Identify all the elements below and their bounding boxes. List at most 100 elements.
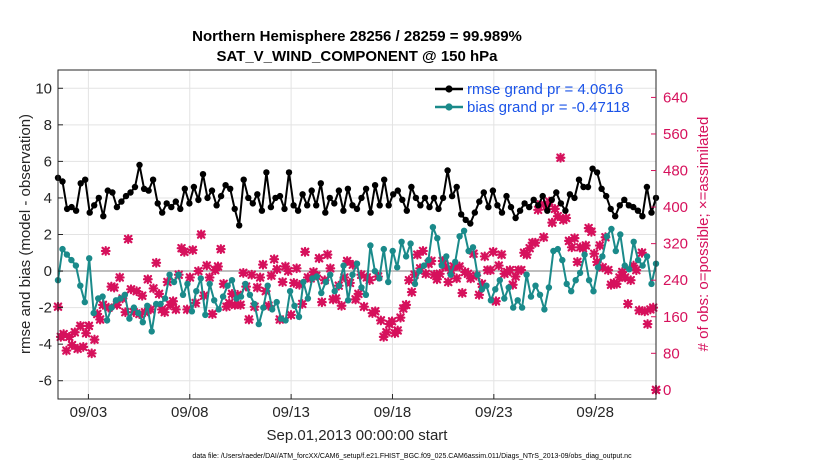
rmse-point — [584, 183, 592, 191]
assimilated-point — [479, 251, 490, 262]
assimilated-point — [89, 334, 100, 345]
assimilated-point — [294, 279, 305, 290]
bias-point — [135, 309, 142, 317]
bias-point — [295, 313, 303, 320]
rmse-point — [109, 189, 116, 196]
assimilated-point — [611, 278, 622, 289]
bias-point — [246, 291, 254, 298]
assimilated-point — [516, 265, 527, 276]
rmse-point — [267, 203, 275, 211]
rmse-point — [145, 187, 152, 194]
assimilated-point — [549, 203, 560, 214]
assimilated-point — [488, 246, 499, 257]
assimilated-point — [322, 249, 333, 260]
rmse-point — [367, 209, 374, 216]
y-tick-label: 6 — [44, 153, 52, 170]
assimilated-point — [342, 256, 353, 266]
bias-point — [313, 273, 320, 280]
assimilated-point — [336, 300, 347, 311]
rmse-point — [299, 191, 306, 198]
assimilated-point — [631, 265, 642, 276]
assimilated-point — [443, 277, 454, 287]
bias-point — [103, 317, 111, 324]
assimilated-point — [128, 307, 139, 318]
bias-point — [157, 300, 164, 308]
assimilated-point — [215, 244, 226, 255]
legend-bias-label: bias grand pr = -0.47118 — [467, 99, 630, 116]
assimilated-point — [69, 327, 80, 338]
rmse-point — [281, 205, 288, 213]
bias-point — [594, 264, 602, 271]
assimilated-point — [592, 256, 602, 267]
assimilated-point — [538, 232, 549, 243]
rmse-point — [276, 192, 284, 200]
rmse-point — [607, 205, 614, 213]
assimilated-point — [120, 307, 131, 318]
bias-point — [206, 280, 213, 288]
rmse-point — [118, 198, 125, 205]
legend-bias-marker — [445, 103, 453, 111]
rmse-point — [408, 183, 415, 191]
rmse-point — [77, 180, 84, 187]
bias-point — [456, 233, 463, 240]
y2-axis-ticks: 0 80 160 240 320 400 480 560 640 — [651, 89, 688, 399]
bias-point — [599, 253, 606, 260]
assimilated-point — [207, 309, 218, 319]
bias-point — [224, 282, 231, 289]
rmse-point — [149, 176, 157, 183]
assimilated-point — [364, 275, 375, 286]
assimilated-point — [229, 299, 240, 310]
y-tick-label: -6 — [39, 373, 52, 390]
rmse-point — [557, 200, 565, 207]
assimilated-point — [642, 319, 653, 330]
assimilated-point — [566, 242, 577, 253]
assimilated-point — [412, 249, 423, 260]
assimilated-point — [406, 287, 417, 298]
rmse-point — [376, 202, 383, 209]
bias-point — [179, 291, 187, 298]
bias-point — [434, 235, 441, 242]
rmse-point — [480, 189, 487, 196]
y-axis-label: rmse and bias (model - observation) — [17, 114, 34, 354]
rmse-point — [385, 202, 392, 209]
assimilated-point — [269, 254, 280, 265]
rmse-point — [639, 213, 646, 220]
rmse-point — [231, 205, 238, 213]
y2-tick-label: 640 — [663, 89, 688, 106]
rmse-point — [467, 220, 474, 227]
bias-point — [371, 267, 379, 275]
rmse-point — [494, 202, 501, 209]
rmse-point — [254, 191, 261, 198]
bias-point — [184, 280, 191, 288]
x-axis-ticks: 09/03 09/08 09/13 09/18 09/23 09/28 — [70, 394, 614, 421]
rmse-point — [589, 165, 596, 172]
bias-point — [590, 288, 597, 295]
bias-point — [318, 289, 325, 297]
y-tick-label: 0 — [44, 263, 52, 280]
rmse-point — [340, 207, 347, 214]
assimilated-point — [457, 288, 468, 298]
rmse-point — [72, 207, 80, 214]
bias-point — [523, 271, 530, 278]
rmse-point — [353, 205, 361, 213]
assimilated-point — [462, 268, 473, 279]
assimilated-point — [224, 298, 235, 308]
rmse-point — [421, 194, 429, 202]
rmse-point — [489, 187, 497, 194]
assimilated-point — [67, 340, 77, 351]
bias-point — [510, 304, 517, 311]
x-tick-label: 09/23 — [475, 404, 513, 421]
y2-tick-label: 400 — [663, 199, 688, 216]
rmse-point — [217, 192, 225, 200]
bias-point — [608, 225, 615, 233]
rmse-point — [317, 180, 324, 187]
bias-point — [626, 266, 633, 273]
bias-point — [465, 247, 472, 255]
y2-tick-label: 160 — [663, 309, 688, 326]
assimilated-point — [533, 204, 544, 215]
rmse-point — [603, 192, 610, 200]
bias-point — [559, 256, 566, 264]
assimilated-point — [246, 269, 257, 280]
assimilated-point — [235, 299, 246, 310]
assimilated-point — [510, 271, 521, 282]
